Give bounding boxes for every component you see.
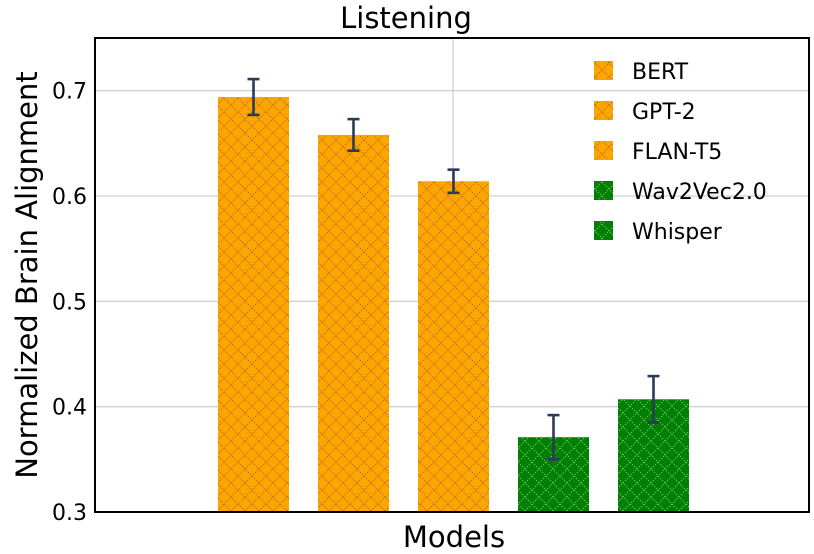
error-bar <box>547 413 560 461</box>
y-tick-label: 0.4 <box>52 396 87 421</box>
error-bar <box>247 77 260 117</box>
error-bars <box>247 77 660 461</box>
x-axis-label: Models <box>403 520 505 554</box>
legend-item: Whisper <box>594 220 723 245</box>
bars <box>218 96 689 512</box>
legend-item: GPT-2 <box>594 100 696 125</box>
y-axis-ticks: 0.3 0.4 0.5 0.6 0.7 <box>52 80 87 526</box>
legend-label: FLAN-T5 <box>632 140 722 165</box>
plot-frame <box>94 37 810 513</box>
error-bar <box>347 117 360 153</box>
chart-title: Listening <box>340 1 472 35</box>
legend-swatch <box>594 61 613 80</box>
y-axis-label: Normalized Brain Alignment <box>10 71 44 479</box>
bar-flan-t5 <box>418 181 489 512</box>
error-bar <box>647 374 660 424</box>
bar-bert <box>218 96 289 512</box>
bar-gpt-2 <box>318 134 389 512</box>
legend-label: BERT <box>632 60 689 85</box>
y-tick-label: 0.6 <box>52 185 87 210</box>
y-tick-label: 0.5 <box>52 290 87 315</box>
legend-label: Whisper <box>632 220 723 245</box>
legend-item: FLAN-T5 <box>594 140 722 165</box>
legend-swatch <box>594 221 613 240</box>
legend: BERT GPT-2 FLAN-T5 Wav2Vec2.0 Whisper <box>594 60 767 245</box>
y-tick-label: 0.3 <box>52 501 87 526</box>
legend-item: BERT <box>594 60 689 85</box>
legend-swatch <box>594 101 613 120</box>
legend-label: Wav2Vec2.0 <box>632 180 767 205</box>
legend-item: Wav2Vec2.0 <box>594 180 767 205</box>
legend-label: GPT-2 <box>632 100 696 125</box>
error-bar <box>447 168 460 195</box>
legend-swatch <box>594 181 613 200</box>
y-tick-label: 0.7 <box>52 80 87 105</box>
legend-swatch <box>594 141 613 160</box>
